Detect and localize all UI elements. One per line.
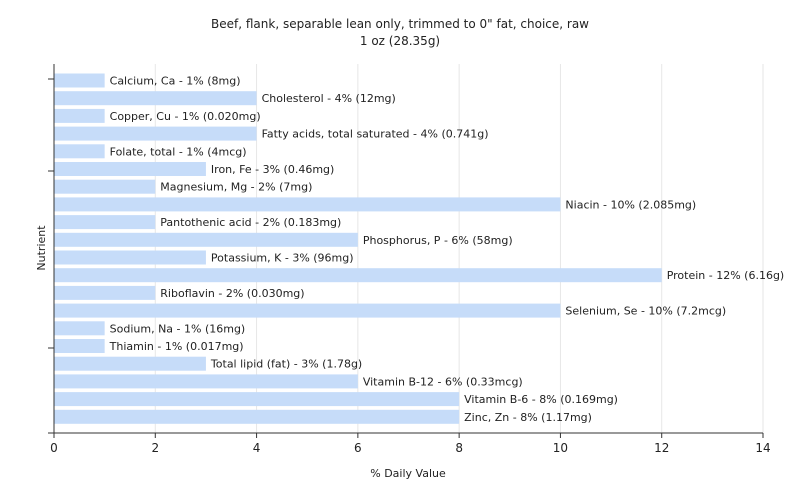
bar <box>54 409 460 424</box>
chart-subtitle: 1 oz (28.35g) <box>360 34 440 48</box>
bar-label: Vitamin B-6 - 8% (0.169mg) <box>464 393 618 406</box>
x-tick-label: 0 <box>50 441 58 455</box>
bar <box>54 144 105 159</box>
bar <box>54 215 156 230</box>
x-tick-label: 6 <box>354 441 362 455</box>
bar <box>54 356 206 371</box>
bar-label: Zinc, Zn - 8% (1.17mg) <box>464 411 592 424</box>
bars: Calcium, Ca - 1% (8mg) Cholesterol - 4% (… <box>54 73 785 424</box>
bar-label: Vitamin B-12 - 6% (0.33mcg) <box>363 375 523 388</box>
bar-label: Fatty acids, total saturated - 4% (0.741… <box>262 128 489 141</box>
bar-label: Thiamin - 1% (0.017mg) <box>109 340 244 353</box>
bar-label: Copper, Cu - 1% (0.020mg) <box>110 110 261 123</box>
bar <box>54 339 105 353</box>
bar-label: Total lipid (fat) - 3% (1.78g) <box>210 358 362 371</box>
x-tick-label: 10 <box>553 441 568 455</box>
bar <box>54 268 662 283</box>
x-tick-label: 4 <box>253 441 261 455</box>
bar-label: Folate, total - 1% (4mcg) <box>110 145 247 158</box>
bar <box>54 285 156 300</box>
bar <box>54 197 561 212</box>
bar <box>54 392 460 407</box>
bar <box>54 162 206 176</box>
bar-label: Calcium, Ca - 1% (8mg) <box>110 75 241 88</box>
bar-label: Protein - 12% (6.16g) <box>667 269 785 282</box>
bar <box>54 73 105 88</box>
bar <box>54 126 257 141</box>
bar-label: Potassium, K - 3% (96mg) <box>211 252 354 265</box>
bar-label: Cholesterol - 4% (12mg) <box>262 92 396 105</box>
bar <box>54 321 105 336</box>
y-axis-label: Nutrient <box>35 225 48 271</box>
bar <box>54 374 358 389</box>
bar-label: Riboflavin - 2% (0.030mg) <box>160 287 304 300</box>
bar-label: Niacin - 10% (2.085mg) <box>565 198 696 211</box>
x-tick-label: 2 <box>151 441 159 455</box>
x-tick-label: 12 <box>654 441 669 455</box>
bar <box>54 250 206 265</box>
bar-label: Sodium, Na - 1% (16mg) <box>110 322 246 335</box>
bar <box>54 91 257 106</box>
x-tick-label: 14 <box>755 441 770 455</box>
bar <box>54 108 105 123</box>
bar-label: Iron, Fe - 3% (0.46mg) <box>211 163 334 176</box>
bar <box>54 303 561 318</box>
bar-label: Pantothenic acid - 2% (0.183mg) <box>160 216 341 229</box>
bar <box>54 179 156 194</box>
bar <box>54 232 358 247</box>
x-axis-label: % Daily Value <box>370 467 446 480</box>
gridlines <box>154 64 764 433</box>
axes: 0 2 4 6 8 10 12 14 <box>48 64 771 455</box>
bar-label: Magnesium, Mg - 2% (7mg) <box>160 181 312 194</box>
x-tick-label: 8 <box>455 441 463 455</box>
bar-label: Selenium, Se - 10% (7.2mcg) <box>565 305 726 318</box>
bar-label: Phosphorus, P - 6% (58mg) <box>363 234 513 247</box>
chart-title: Beef, flank, separable lean only, trimme… <box>211 17 589 31</box>
